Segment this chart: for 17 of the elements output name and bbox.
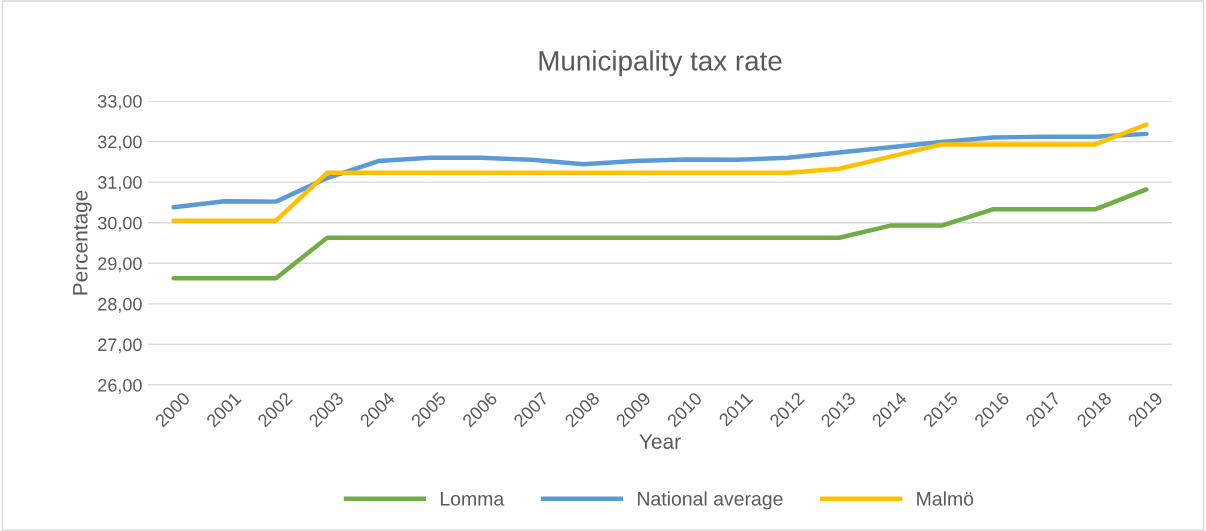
line-series bbox=[171, 187, 1149, 281]
y-tick-label: 26,00 bbox=[98, 378, 142, 394]
line-series bbox=[171, 131, 1149, 210]
y-tick-label: 29,00 bbox=[98, 257, 142, 273]
x-axis-title: Year bbox=[639, 434, 681, 449]
legend-label: National average bbox=[638, 491, 783, 510]
chart-title: Municipality tax rate bbox=[539, 50, 782, 77]
y-tick-label: 32,00 bbox=[97, 135, 142, 151]
legend-label: Malmö bbox=[917, 491, 974, 506]
y-tick-label: 33,00 bbox=[97, 94, 142, 110]
y-tick-label: 31,00 bbox=[97, 176, 142, 191]
y-tick-label: 30,00 bbox=[97, 216, 142, 232]
y-tick-label: 28,00 bbox=[98, 297, 142, 313]
line-series bbox=[171, 122, 1149, 223]
y-tick-label: 27,00 bbox=[98, 338, 142, 354]
legend-label: Lomma bbox=[440, 492, 505, 506]
y-axis-title: Percentage bbox=[73, 190, 92, 295]
